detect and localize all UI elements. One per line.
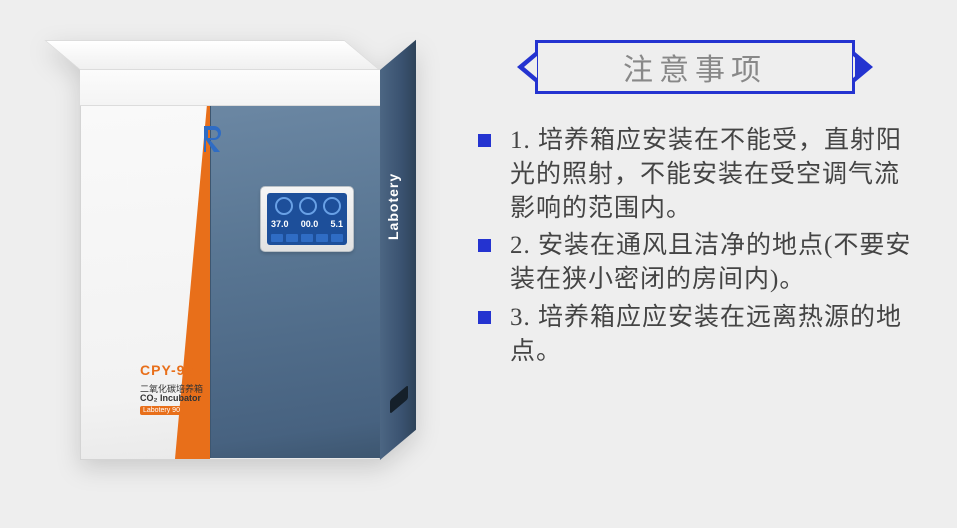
- product-illustration: 37.0 00.0 5.1 CPY-90 二氧化碳培养箱 CO₂ Incubat…: [50, 30, 420, 500]
- title-decor-right: [853, 56, 866, 78]
- list-item: 1. 培养箱应安装在不能受，直射阳光的照射，不能安装在受空调气流影响的范围内。: [502, 124, 920, 225]
- section-title: 注意事项: [535, 40, 855, 94]
- product-tag: Labotery 90: [140, 406, 183, 415]
- gauge-icon: [323, 197, 341, 215]
- notes-panel: 注意事项 1. 培养箱应安装在不能受，直射阳光的照射，不能安装在受空调气流影响的…: [470, 40, 920, 372]
- title-decor-left: [524, 56, 537, 78]
- incubator: 37.0 00.0 5.1 CPY-90 二氧化碳培养箱 CO₂ Incubat…: [50, 30, 420, 500]
- reading-value: 00.0: [301, 219, 319, 229]
- brand-logo-icon: [200, 124, 226, 154]
- section-title-text: 注意事项: [623, 45, 767, 89]
- list-item: 2. 安装在通风且洁净的地点(不要安装在狭小密闭的房间内)。: [502, 229, 920, 297]
- notes-list: 1. 培养箱应安装在不能受，直射阳光的照射，不能安装在受空调气流影响的范围内。 …: [470, 124, 920, 368]
- incubator-door: [210, 106, 380, 458]
- gauge-icon: [275, 197, 293, 215]
- list-item: 3. 培养箱应应安装在远离热源的地点。: [502, 301, 920, 369]
- incubator-top: [44, 40, 380, 70]
- control-screen: 37.0 00.0 5.1: [260, 186, 354, 252]
- product-subtitle-en: CO₂ Incubator: [140, 393, 201, 403]
- model-label: CPY-90: [140, 362, 194, 378]
- brand-side-label: Labotery: [385, 173, 401, 240]
- reading-value: 37.0: [271, 219, 289, 229]
- reading-value: 5.1: [330, 219, 343, 229]
- incubator-top-strip: [80, 70, 380, 106]
- gauge-icon: [299, 197, 317, 215]
- screen-readings: 37.0 00.0 5.1: [271, 219, 343, 229]
- screen-buttons: [271, 234, 343, 242]
- screen-display: 37.0 00.0 5.1: [267, 193, 347, 245]
